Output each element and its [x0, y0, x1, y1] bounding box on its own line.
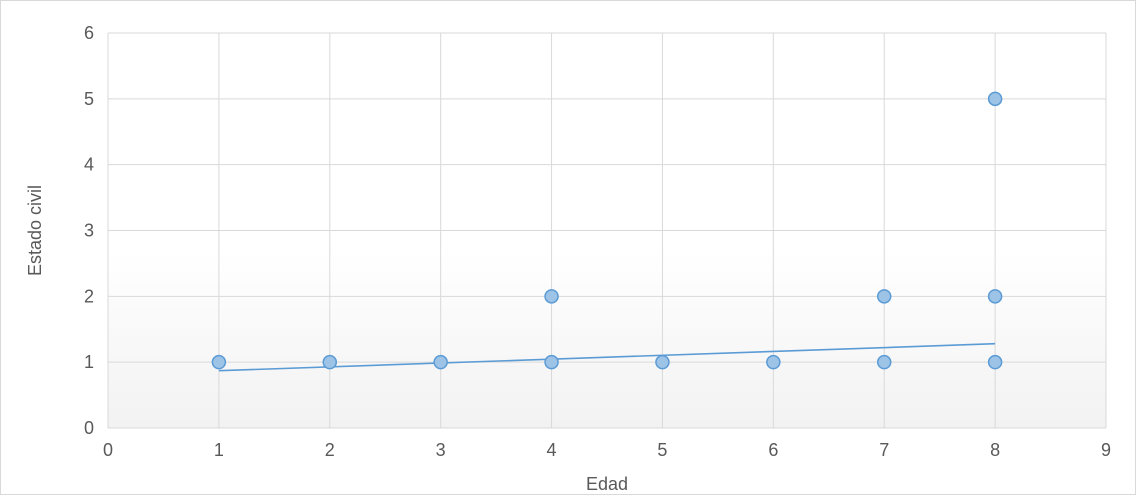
x-tick-label: 7 — [879, 440, 889, 460]
data-point — [655, 354, 670, 370]
tick-labels: 0 1 2 3 4 5 6 7 8 9 0 1 2 3 4 5 6 — [84, 23, 1111, 460]
data-point — [433, 354, 448, 370]
data-point — [544, 354, 559, 370]
y-tick-label: 5 — [84, 89, 94, 109]
x-tick-label: 1 — [214, 440, 224, 460]
y-tick-label: 3 — [84, 221, 94, 241]
data-point — [876, 354, 892, 370]
x-axis-label: Edad — [586, 474, 628, 494]
x-tick-label: 3 — [436, 440, 446, 460]
data-point — [766, 354, 781, 370]
y-tick-label: 0 — [84, 418, 94, 438]
x-tick-label: 6 — [768, 440, 778, 460]
data-point — [876, 289, 892, 304]
x-tick-label: 0 — [103, 440, 113, 460]
data-points — [211, 91, 1003, 370]
x-tick-label: 8 — [990, 440, 1000, 460]
data-point — [544, 289, 559, 304]
x-tick-label: 4 — [547, 440, 557, 460]
data-point — [987, 289, 1003, 304]
data-point — [987, 91, 1003, 107]
data-point — [322, 354, 338, 370]
y-axis-label: Estado civil — [25, 185, 45, 276]
data-point — [987, 354, 1003, 370]
trendline — [218, 342, 996, 372]
y-tick-label: 1 — [84, 352, 94, 372]
x-tick-label: 5 — [657, 440, 667, 460]
data-point — [211, 354, 227, 370]
trendline-layer — [218, 342, 996, 372]
y-tick-label: 2 — [84, 286, 94, 306]
y-tick-label: 6 — [84, 23, 94, 43]
x-tick-label: 9 — [1101, 440, 1111, 460]
x-tick-label: 2 — [325, 440, 335, 460]
y-tick-label: 4 — [84, 155, 94, 175]
